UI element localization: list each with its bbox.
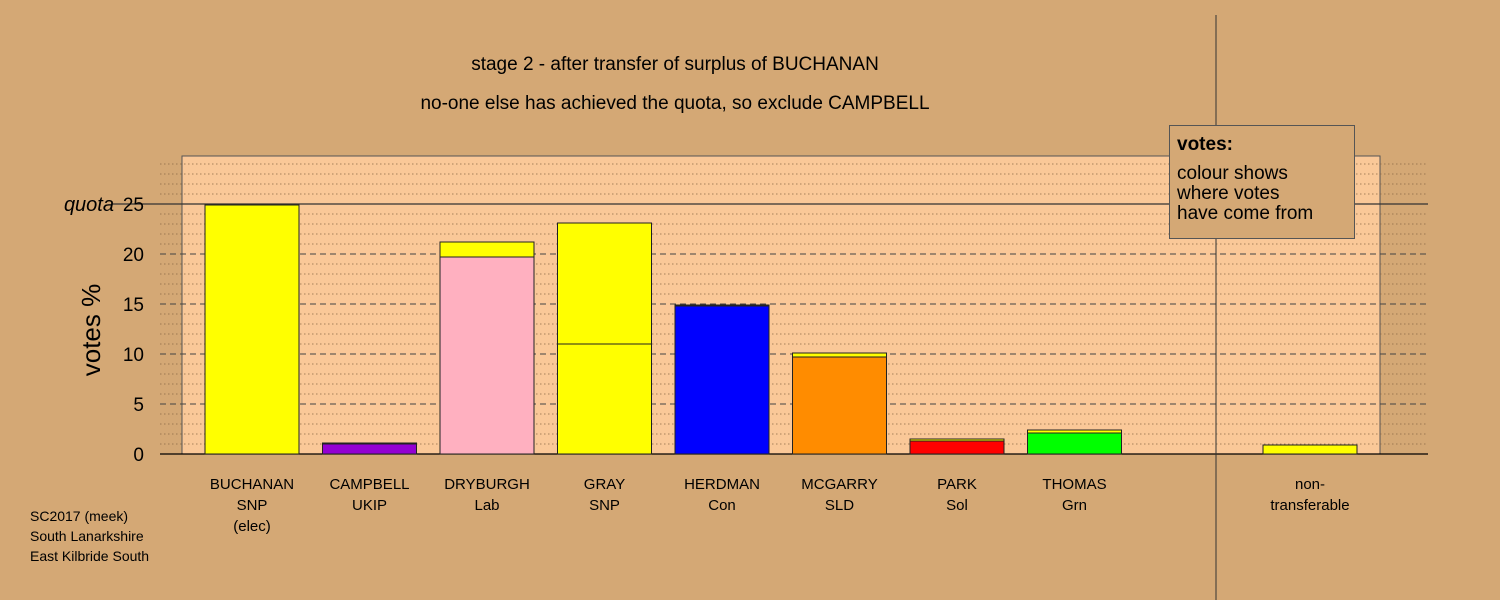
candidate-name: HERDMAN [684,476,760,493]
candidate-note: (elec) [233,518,271,535]
candidate-party: transferable [1270,497,1350,514]
candidate-name: BUCHANAN [209,476,295,493]
candidate-party: Lab [474,497,500,514]
y-tick-label: 20 [123,245,144,266]
bar-segment-thomas-0 [1027,432,1122,455]
y-axis-label: votes % [76,284,106,377]
y-tick-label: 10 [123,345,144,366]
bar-segment-herdman-0 [674,305,770,455]
candidate-party: Con [708,497,736,514]
bar-segment-gray-0 [557,343,652,455]
bar-segment-herdman-1 [674,304,770,307]
bar-segment-mcgarry-0 [792,356,887,455]
candidate-label: PARK Sol [887,474,1027,516]
candidate-name: MCGARRY [801,476,878,493]
y-tick-label: 0 [133,445,144,466]
chart-title: stage 2 - after transfer of surplus of B… [471,54,879,75]
candidate-label: HERDMAN Con [652,474,792,516]
bar-segment-gray-1 [557,222,652,345]
bar-segment-campbell-1 [322,442,417,445]
bar-segment-park-0 [909,440,1005,455]
footer-line-1: SC2017 (meek) [30,508,129,524]
candidate-label: BUCHANAN SNP (elec) [182,474,322,537]
legend-line-2: where votes [1177,183,1280,204]
bar-segment-campbell-0 [322,443,417,455]
candidate-name: THOMAS [1042,476,1107,493]
quota-label: quota [64,194,114,216]
candidate-party: SNP [236,497,268,514]
candidate-party: SNP [589,497,620,514]
bar-segment-buchanan-0 [204,204,300,455]
y-tick-label: 25 [123,195,144,216]
candidate-name: GRAY [583,476,626,493]
candidate-name: DRYBURGH [444,476,530,493]
legend-title: votes: [1177,134,1233,155]
candidate-label: THOMAS Grn [1005,474,1145,516]
candidate-name: non- [1294,476,1326,493]
candidate-party: UKIP [351,497,387,514]
candidate-party: Grn [1061,497,1087,514]
candidate-party: SLD [824,497,855,514]
candidate-label: CAMPBELL UKIP [300,474,440,516]
bar-segment-dryburgh-1 [439,241,535,258]
candidate-name: CAMPBELL [329,476,410,493]
candidate-label: GRAY SNP [535,474,675,516]
source-footer: SC2017 (meek) South Lanarkshire East Kil… [30,506,149,566]
footer-line-2: South Lanarkshire [30,528,144,544]
candidate-label: DRYBURGH Lab [417,474,557,516]
candidate-party: Sol [946,497,968,514]
bar-segment-dryburgh-0 [439,256,535,455]
candidate-label: MCGARRY SLD [770,474,910,516]
bar-segment-thomas-1 [1027,429,1122,434]
bar-segment-non-0 [1262,444,1358,455]
candidate-name: PARK [937,476,977,493]
y-tick-label: 15 [123,295,144,316]
footer-line-3: East Kilbride South [30,548,150,564]
bar-segment-mcgarry-1 [792,352,887,358]
legend-line-1: colour shows [1177,163,1288,184]
legend-line-3: have come from [1177,203,1314,224]
candidate-label: non-transferable [1240,474,1380,516]
y-tick-label: 5 [133,395,144,416]
bar-segment-park-1 [909,438,1005,442]
chart-subtitle: no-one else has achieved the quota, so e… [420,93,930,114]
legend: votes: colour shows where votes have com… [1169,125,1355,239]
